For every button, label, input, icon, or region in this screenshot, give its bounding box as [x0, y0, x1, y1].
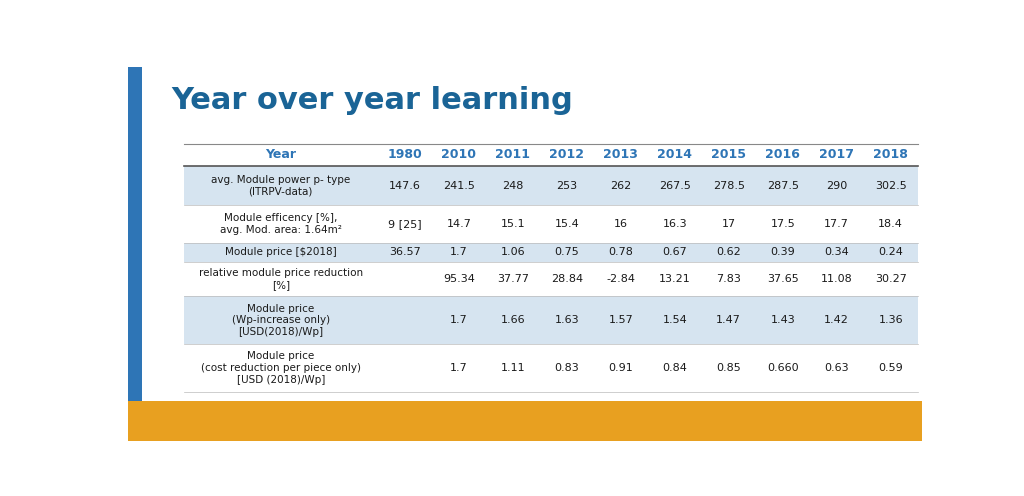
Text: 1.7: 1.7	[451, 363, 468, 373]
Text: 14.7: 14.7	[446, 219, 471, 229]
Text: 0.78: 0.78	[608, 248, 633, 257]
Text: 0.85: 0.85	[717, 363, 741, 373]
Text: 2011: 2011	[496, 148, 530, 162]
Text: 15.1: 15.1	[501, 219, 525, 229]
Bar	[183, 296, 918, 344]
Text: 2016: 2016	[765, 148, 800, 162]
Text: 0.67: 0.67	[663, 248, 687, 257]
Text: 95.34: 95.34	[443, 274, 475, 284]
Text: 0.24: 0.24	[879, 248, 903, 257]
Text: 17.7: 17.7	[824, 219, 849, 229]
Text: 1.7: 1.7	[451, 248, 468, 257]
Text: 9 [25]: 9 [25]	[388, 219, 422, 229]
Text: 1.54: 1.54	[663, 315, 687, 325]
Text: Module price
(cost reduction per piece only)
[USD (2018)/Wp]: Module price (cost reduction per piece o…	[201, 351, 360, 384]
Text: 17: 17	[722, 219, 736, 229]
Text: Year over year learning: Year over year learning	[172, 86, 573, 115]
Text: 11.08: 11.08	[821, 274, 853, 284]
Text: 16.3: 16.3	[663, 219, 687, 229]
Text: 37.65: 37.65	[767, 274, 799, 284]
Text: 2012: 2012	[549, 148, 585, 162]
Text: 2014: 2014	[657, 148, 692, 162]
Text: 1.7: 1.7	[451, 315, 468, 325]
Text: 13.21: 13.21	[658, 274, 690, 284]
Text: 267.5: 267.5	[658, 181, 691, 190]
Text: 2013: 2013	[603, 148, 638, 162]
Text: 37.77: 37.77	[497, 274, 528, 284]
Bar	[183, 143, 918, 167]
Text: 0.39: 0.39	[770, 248, 795, 257]
Bar	[183, 344, 918, 392]
Text: 2018: 2018	[873, 148, 908, 162]
Text: 0.83: 0.83	[554, 363, 580, 373]
Bar	[183, 262, 918, 296]
Text: 18.4: 18.4	[879, 219, 903, 229]
Text: 2017: 2017	[819, 148, 854, 162]
Text: 0.84: 0.84	[663, 363, 687, 373]
Text: 0.62: 0.62	[717, 248, 741, 257]
Text: 1.63: 1.63	[555, 315, 580, 325]
Text: 147.6: 147.6	[389, 181, 421, 190]
Text: 2015: 2015	[712, 148, 746, 162]
Text: Module price [$2018]: Module price [$2018]	[225, 248, 337, 257]
Text: 1.57: 1.57	[608, 315, 633, 325]
Text: 1.66: 1.66	[501, 315, 525, 325]
Text: 0.660: 0.660	[767, 363, 799, 373]
Text: 0.91: 0.91	[608, 363, 633, 373]
Bar	[183, 205, 918, 243]
Text: 0.34: 0.34	[824, 248, 849, 257]
Bar	[128, 401, 922, 441]
Text: Module efficency [%],
avg. Mod. area: 1.64m²: Module efficency [%], avg. Mod. area: 1.…	[220, 213, 342, 235]
Bar	[128, 67, 142, 403]
Text: 1.43: 1.43	[770, 315, 795, 325]
Text: 1.36: 1.36	[879, 315, 903, 325]
Bar	[183, 167, 918, 205]
Text: -2.84: -2.84	[606, 274, 635, 284]
Text: 2010: 2010	[441, 148, 476, 162]
Text: 7.83: 7.83	[717, 274, 741, 284]
Text: 15.4: 15.4	[554, 219, 580, 229]
Text: 302.5: 302.5	[874, 181, 906, 190]
Text: 1.06: 1.06	[501, 248, 525, 257]
Text: 278.5: 278.5	[713, 181, 744, 190]
Text: 36.57: 36.57	[389, 248, 421, 257]
Text: avg. Module power p- type
(ITRPV-data): avg. Module power p- type (ITRPV-data)	[211, 175, 350, 196]
Text: 0.59: 0.59	[879, 363, 903, 373]
Text: 1.42: 1.42	[824, 315, 849, 325]
Text: 30.27: 30.27	[874, 274, 906, 284]
Text: Module price
(Wp-increase only)
[USD(2018)/Wp]: Module price (Wp-increase only) [USD(201…	[231, 304, 330, 337]
Text: 290: 290	[826, 181, 847, 190]
Text: 262: 262	[610, 181, 632, 190]
Text: 253: 253	[556, 181, 578, 190]
Bar	[183, 243, 918, 262]
Text: relative module price reduction
[%]: relative module price reduction [%]	[199, 268, 362, 290]
Text: 241.5: 241.5	[443, 181, 475, 190]
Text: 0.63: 0.63	[824, 363, 849, 373]
Text: Year: Year	[265, 148, 296, 162]
Text: 1.11: 1.11	[501, 363, 525, 373]
Text: 17.5: 17.5	[770, 219, 795, 229]
Text: 16: 16	[613, 219, 628, 229]
Text: 287.5: 287.5	[767, 181, 799, 190]
Text: 0.75: 0.75	[554, 248, 580, 257]
Text: 248: 248	[502, 181, 523, 190]
Text: 28.84: 28.84	[551, 274, 583, 284]
Text: 1980: 1980	[388, 148, 422, 162]
Text: 1.47: 1.47	[717, 315, 741, 325]
